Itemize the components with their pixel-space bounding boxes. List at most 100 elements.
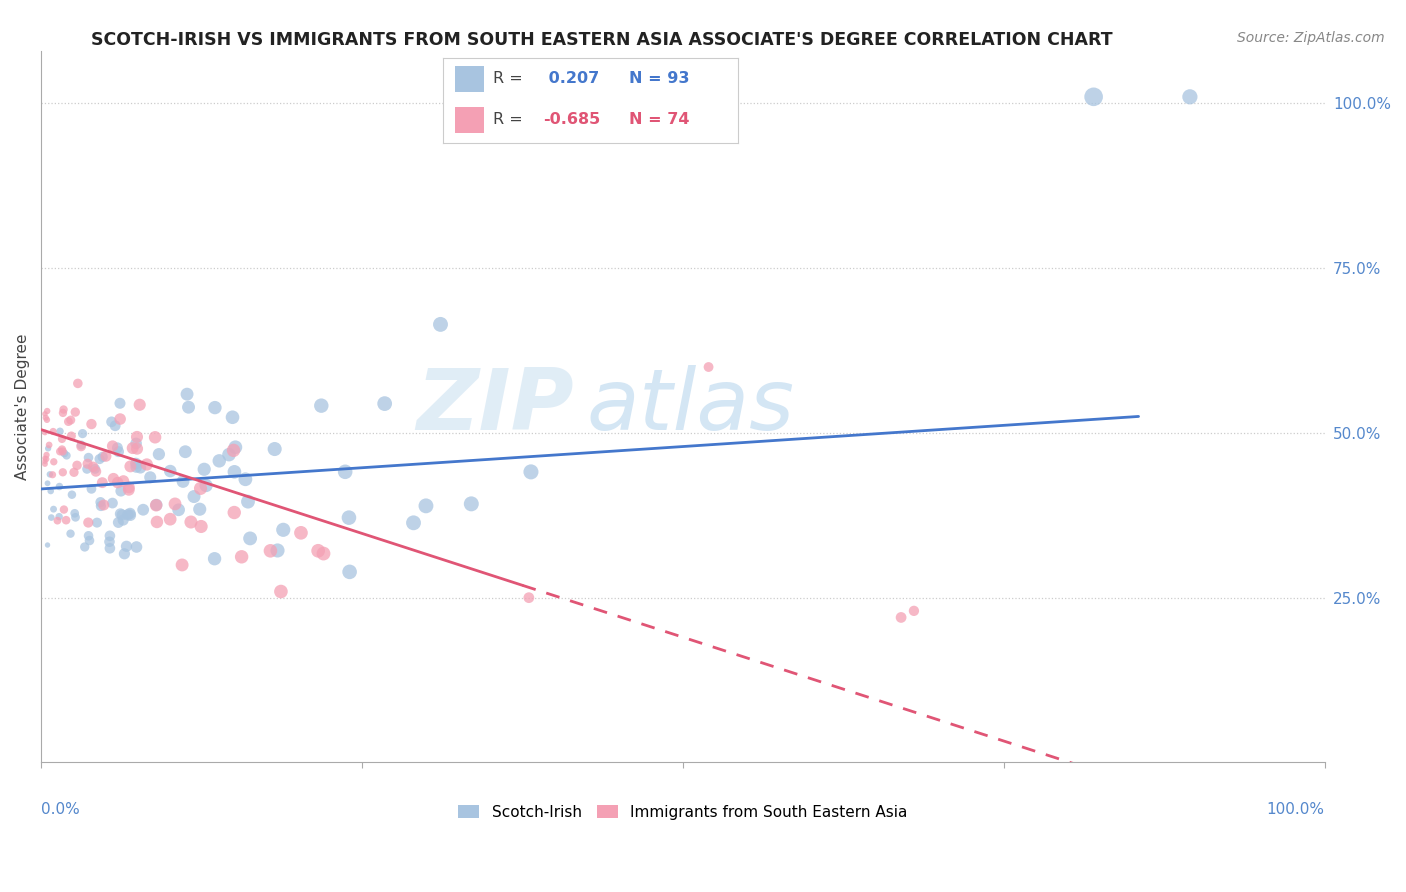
Point — [224, 440, 246, 454]
Point — [52, 502, 75, 516]
Point — [145, 498, 167, 512]
Point — [143, 430, 166, 444]
Point — [195, 478, 218, 492]
Point — [190, 482, 212, 496]
Point — [55, 513, 77, 527]
Point — [311, 399, 333, 413]
Point — [125, 460, 148, 475]
Point — [163, 497, 186, 511]
Point — [118, 483, 141, 497]
Point — [118, 507, 141, 521]
Point — [48, 509, 70, 524]
Point — [90, 499, 112, 513]
Point — [204, 401, 226, 415]
Point — [112, 513, 135, 527]
Point — [183, 490, 205, 504]
Point — [125, 457, 148, 471]
Legend: Scotch-Irish, Immigrants from South Eastern Asia: Scotch-Irish, Immigrants from South East… — [451, 798, 914, 826]
Point — [429, 318, 451, 332]
Point — [174, 444, 197, 458]
Point — [266, 543, 288, 558]
Point — [312, 547, 335, 561]
Point — [86, 516, 108, 530]
Point — [890, 610, 912, 624]
Point — [118, 480, 141, 494]
Point — [63, 506, 86, 520]
Point — [79, 533, 101, 548]
Point — [35, 410, 58, 425]
Point — [38, 467, 60, 482]
Point — [98, 529, 121, 543]
Point — [517, 591, 540, 605]
Text: N = 93: N = 93 — [628, 71, 689, 87]
Point — [108, 412, 131, 426]
Point — [224, 465, 246, 479]
Point — [1083, 90, 1105, 104]
Point — [177, 401, 200, 415]
Point — [60, 488, 83, 502]
Point — [35, 448, 58, 462]
Point — [159, 464, 181, 478]
Point — [111, 508, 134, 522]
Point — [76, 457, 98, 471]
Point — [337, 510, 360, 524]
Point — [110, 507, 132, 521]
Point — [903, 604, 925, 618]
Point — [42, 425, 65, 439]
Point — [101, 439, 124, 453]
Point — [82, 459, 104, 474]
Point — [263, 442, 285, 456]
Point — [48, 479, 70, 493]
Point — [221, 410, 243, 425]
Point — [101, 496, 124, 510]
Point — [70, 438, 93, 452]
Point — [80, 417, 103, 431]
Text: 100.0%: 100.0% — [1267, 802, 1324, 816]
Text: atlas: atlas — [586, 365, 794, 448]
FancyBboxPatch shape — [454, 67, 484, 92]
Point — [307, 543, 329, 558]
Point — [271, 523, 294, 537]
Point — [103, 472, 125, 486]
Point — [42, 502, 65, 516]
Point — [121, 441, 143, 455]
Point — [52, 406, 75, 420]
Text: 0.207: 0.207 — [543, 71, 599, 87]
Point — [112, 474, 135, 488]
Point — [34, 454, 56, 468]
Point — [52, 402, 75, 417]
Point — [37, 538, 59, 552]
Point — [107, 441, 129, 455]
Point — [60, 429, 83, 443]
Point — [94, 450, 117, 464]
Point — [53, 446, 76, 460]
Point — [145, 498, 167, 512]
Point — [73, 540, 96, 554]
Text: 0.0%: 0.0% — [41, 802, 80, 816]
Point — [100, 415, 122, 429]
Point — [415, 499, 437, 513]
Point — [52, 444, 75, 458]
Point — [66, 376, 89, 391]
Point — [34, 451, 56, 466]
Text: -0.685: -0.685 — [543, 112, 600, 127]
Point — [34, 457, 56, 471]
Point — [84, 462, 107, 476]
Text: Source: ZipAtlas.com: Source: ZipAtlas.com — [1237, 31, 1385, 45]
Point — [193, 462, 215, 476]
Point — [59, 413, 82, 427]
Point — [270, 584, 292, 599]
Point — [70, 439, 93, 453]
Point — [180, 515, 202, 529]
Point — [51, 432, 73, 446]
Point — [72, 426, 94, 441]
Point — [236, 494, 259, 508]
Point — [402, 516, 425, 530]
Text: SCOTCH-IRISH VS IMMIGRANTS FROM SOUTH EASTERN ASIA ASSOCIATE'S DEGREE CORRELATIO: SCOTCH-IRISH VS IMMIGRANTS FROM SOUTH EA… — [91, 31, 1114, 49]
Point — [35, 452, 58, 467]
Point — [91, 450, 114, 464]
Point — [231, 549, 253, 564]
Point — [176, 387, 198, 401]
Point — [49, 425, 72, 439]
Point — [132, 502, 155, 516]
